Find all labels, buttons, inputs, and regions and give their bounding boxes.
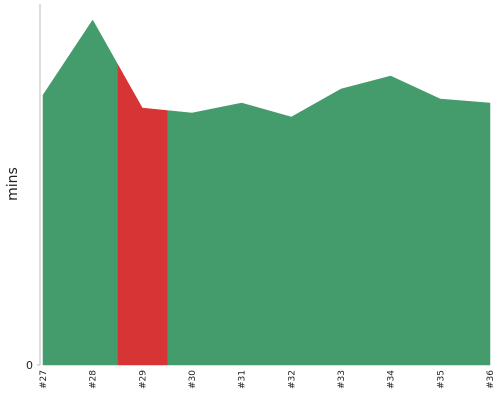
area-segment — [216, 102, 267, 366]
area-segment — [166, 107, 218, 366]
area-segment — [464, 100, 491, 366]
area-segment — [67, 19, 118, 366]
x-tick-label: #32 — [287, 370, 297, 389]
x-tick-label: #34 — [387, 370, 397, 389]
area-segment — [266, 102, 317, 366]
area-segment — [117, 63, 168, 366]
x-tick-label: #35 — [436, 370, 446, 389]
x-tick-label: #33 — [337, 370, 347, 389]
area-segment — [365, 75, 416, 366]
x-tick-label: #28 — [89, 370, 99, 389]
y-axis-label: mins — [5, 167, 21, 201]
area-segment — [315, 82, 367, 366]
x-tick-label: #27 — [39, 370, 49, 389]
x-tick-label: #29 — [138, 370, 148, 389]
x-tick-label: #36 — [486, 370, 496, 389]
area-segment — [42, 56, 69, 366]
x-tick-label: #30 — [188, 370, 198, 389]
x-tick-label: #31 — [238, 370, 248, 389]
area-segment — [415, 87, 466, 366]
y-tick-label: 0 — [26, 359, 33, 372]
